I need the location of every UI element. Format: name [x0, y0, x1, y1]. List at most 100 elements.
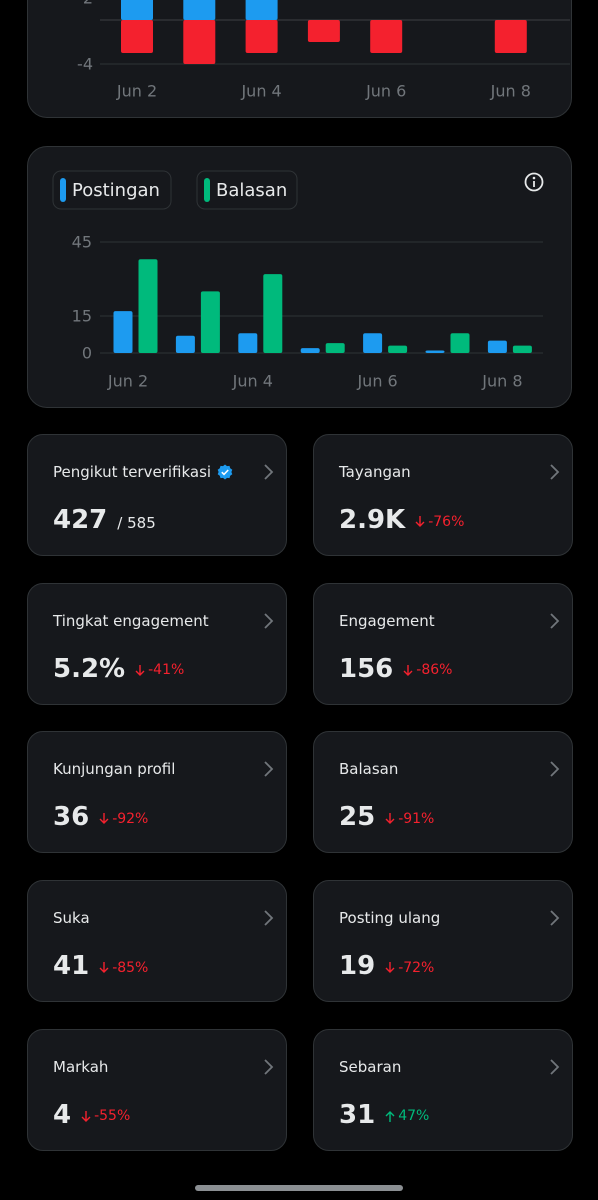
card-row: 156 -86% [339, 654, 452, 684]
metric-card[interactable]: Posting ulang 19 -72% [313, 880, 573, 1003]
legend-pill [196, 170, 298, 210]
card-title-text: Tayangan [339, 463, 411, 481]
bar [263, 274, 283, 353]
card-change-value: -85% [112, 959, 149, 976]
metric-card[interactable]: Tingkat engagement 5.2% -41% [27, 582, 287, 705]
card-value: 2.9K [339, 505, 406, 535]
y-tick-label: 0 [82, 344, 92, 363]
x-tick-label: Jun 4 [240, 82, 281, 101]
bar [487, 340, 507, 353]
trend-arrow [135, 664, 145, 676]
x-tick-label: Jun 6 [365, 82, 406, 101]
card-value: 4 [53, 1099, 72, 1130]
card-title-text: Balasan [339, 760, 399, 779]
card-value: 41 [53, 951, 90, 982]
trend-arrow [385, 962, 395, 974]
chevron [550, 613, 560, 629]
legend-label: Postingan [72, 180, 160, 201]
card-title: Markah [53, 1058, 108, 1076]
legend-item[interactable]: Postingan [52, 170, 172, 210]
x-tick-label: Jun 8 [490, 82, 531, 101]
card-value: 19 [339, 951, 376, 982]
bar [121, 0, 153, 20]
card-value: 36 [53, 802, 90, 833]
chevron [264, 761, 274, 778]
legend-pill [52, 170, 172, 210]
metric-card[interactable]: Pengikut terverifikasi 427 / 585 [27, 434, 287, 556]
bar [121, 20, 153, 53]
bar [245, 0, 278, 20]
bar [388, 345, 408, 353]
chevron [550, 910, 560, 926]
trend-arrow [99, 962, 109, 974]
card-total: / 585 [117, 514, 156, 532]
card-row: 5.2% -41% [53, 654, 184, 684]
card-change-value: -76% [428, 513, 465, 530]
verified-badge [217, 464, 233, 480]
card-title-text: Posting ulang [339, 909, 441, 928]
bar [370, 20, 403, 53]
card-title: Posting ulang [339, 909, 440, 927]
card-title: Tayangan [339, 463, 411, 481]
bar [494, 20, 527, 53]
trend-arrow [385, 1110, 395, 1122]
chevron [264, 1059, 274, 1075]
legend-item[interactable]: Balasan [196, 170, 298, 210]
chevron [264, 613, 274, 629]
bar [512, 345, 532, 353]
card-change-value: -86% [416, 662, 453, 679]
bar [245, 20, 278, 53]
bar [183, 0, 216, 20]
trend-arrow [403, 664, 413, 676]
card-title: Sebaran [339, 1058, 401, 1076]
card-value: 25 [339, 802, 376, 833]
card-title-text: Kunjungan profil [53, 760, 176, 779]
card-row: 36 -92% [53, 802, 148, 832]
metric-card[interactable]: Tayangan 2.9K -76% [313, 434, 573, 556]
metric-card[interactable]: Suka 41 -85% [27, 880, 287, 1003]
x-tick-label: Jun 8 [481, 372, 522, 391]
card-title-text: Sebaran [339, 1057, 402, 1076]
card-change: -92% [99, 811, 148, 827]
card-change-value: -55% [94, 1108, 131, 1125]
bar [138, 259, 158, 353]
trend-arrow [415, 516, 425, 527]
card-title: Engagement [339, 612, 435, 630]
card-row: 4 -55% [53, 1100, 130, 1130]
metric-card[interactable]: Markah 4 -55% [27, 1028, 287, 1151]
info-icon[interactable] [524, 172, 544, 192]
card-value: 31 [339, 1099, 376, 1130]
legend-swatch [60, 178, 66, 202]
legend-label: Balasan [216, 180, 287, 201]
card-row: 25 -91% [339, 802, 434, 832]
metric-card[interactable]: Balasan 25 -91% [313, 731, 573, 854]
metric-card[interactable]: Kunjungan profil 36 -92% [27, 731, 287, 854]
card-row: 41 -85% [53, 951, 148, 981]
card-change: -41% [135, 662, 184, 678]
metric-card[interactable]: Sebaran 31 47% [313, 1028, 573, 1151]
card-change: -72% [385, 960, 434, 976]
card-title-text: Tingkat engagement [53, 611, 209, 630]
metric-card[interactable]: Engagement 156 -86% [313, 582, 573, 705]
card-title: Balasan [339, 760, 398, 778]
chevron [264, 464, 274, 480]
charts: 2 -4 Jun 2 Jun 4 Jun 6 Jun 8 45 15 0 Jun 2 Jun 4 Ju… [52, 0, 570, 391]
card-title: Tingkat engagement [53, 612, 209, 630]
card-row: 19 -72% [339, 951, 434, 981]
bar [200, 291, 220, 353]
card-row: 31 47% [339, 1100, 429, 1130]
card-title-text: Pengikut terverifikasi [53, 463, 212, 481]
x-tick-label: Jun 4 [232, 372, 273, 391]
card-change: 47% [385, 1108, 429, 1124]
card-change-value: -91% [398, 810, 435, 827]
card-change-value: 47% [398, 1108, 430, 1125]
y-tick-label: 2 [83, 0, 93, 8]
bar [238, 333, 258, 353]
card-change: -76% [415, 514, 464, 530]
card-title: Pengikut terverifikasi [53, 463, 233, 481]
bar [363, 333, 383, 353]
bar [175, 335, 195, 353]
trend-arrow [81, 1110, 91, 1122]
card-change: -91% [385, 811, 434, 827]
card-value: 5.2% [53, 653, 126, 684]
